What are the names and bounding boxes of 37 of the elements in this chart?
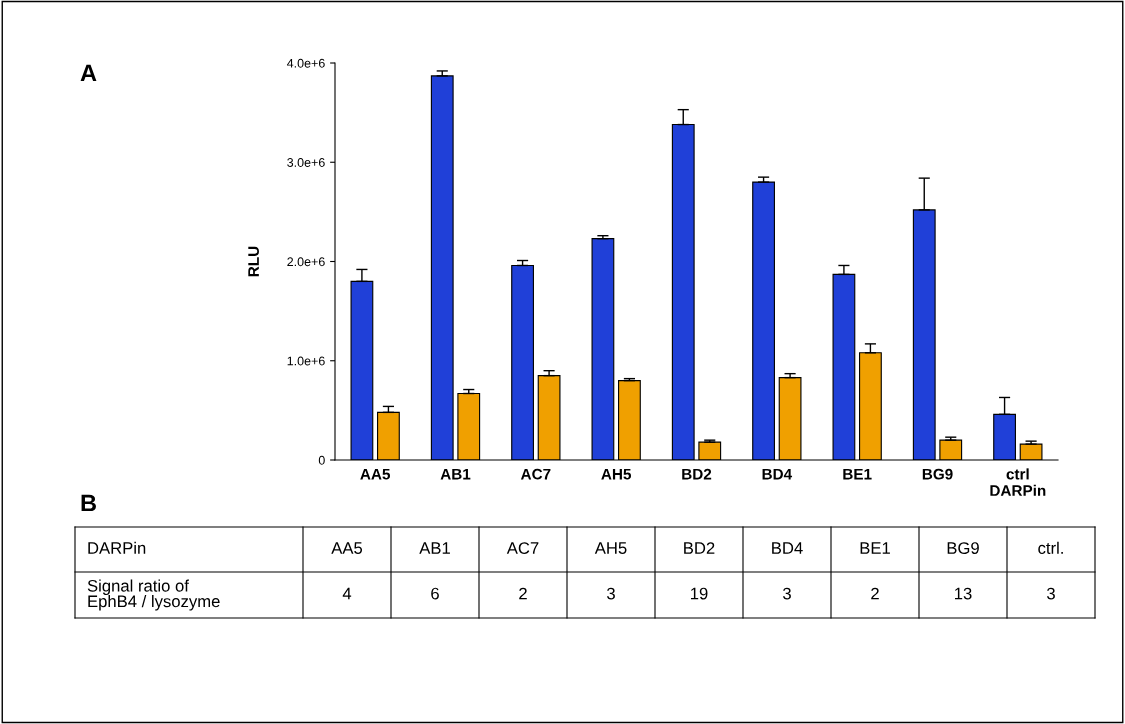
text: AC7 — [506, 542, 539, 554]
text: 3 — [1047, 587, 1055, 600]
text: 13 — [955, 587, 972, 600]
text: 3 — [607, 587, 615, 600]
text: 19 — [691, 587, 708, 600]
text: BD2 — [684, 542, 715, 554]
text: B — [81, 494, 96, 512]
text: 2 — [871, 587, 879, 600]
text: Signal ratio of EphB4 / lysozyme — [87, 579, 220, 611]
x-tick-label: AC7 — [520, 468, 551, 480]
x-tick-label: BE1 — [843, 468, 872, 480]
x-tick-label: ctrl DARPin — [990, 468, 1046, 496]
text: 2 — [519, 587, 527, 600]
text: BG9 — [947, 542, 979, 554]
text: 6 — [431, 587, 439, 600]
y-axis-title: RLU — [248, 246, 259, 277]
x-tick-label: BD2 — [682, 468, 712, 480]
x-tick-label: BG9 — [922, 468, 953, 480]
text: AH5 — [594, 542, 627, 554]
text: BE1 — [860, 542, 890, 554]
y-tick-label: 3.0e+6 — [287, 158, 325, 167]
text: AA5 — [331, 542, 363, 554]
y-tick-label: 0 — [318, 455, 325, 465]
x-tick-label: AH5 — [601, 468, 632, 480]
text: AB1 — [419, 542, 450, 554]
text: 4 — [342, 587, 352, 600]
text: DARPin — [88, 541, 146, 554]
text: A — [80, 64, 97, 82]
x-tick-label: BD4 — [762, 468, 793, 480]
x-tick-label: AB1 — [440, 468, 471, 480]
y-tick-label: 1.0e+6 — [287, 356, 325, 366]
text: ctrl. — [1038, 541, 1063, 554]
text: 3 — [783, 587, 791, 600]
text: BD4 — [772, 542, 803, 554]
y-tick-label: 2.0e+6 — [287, 257, 325, 267]
y-tick-label: 4.0e+6 — [286, 58, 325, 68]
x-tick-label: AA5 — [360, 468, 391, 480]
